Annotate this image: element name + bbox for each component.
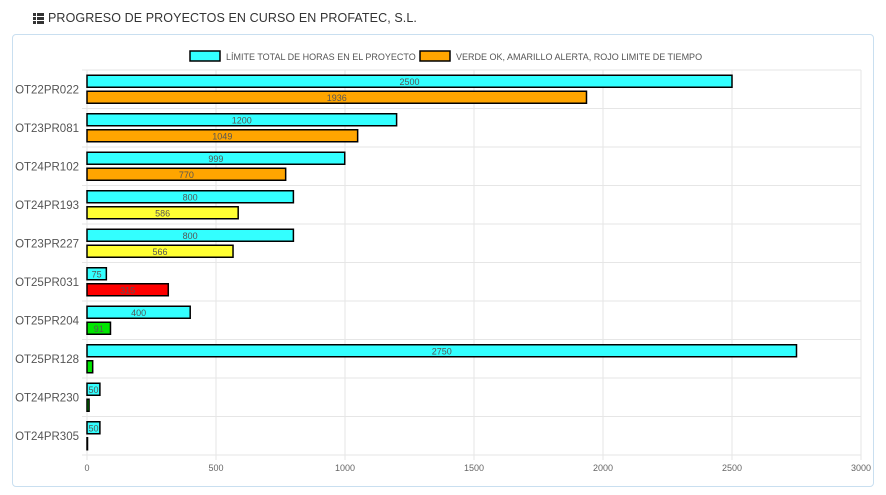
- x-tick-label: 500: [208, 463, 223, 473]
- bar-value-label: 2500: [399, 77, 419, 87]
- bar-value-label: 770: [179, 170, 194, 180]
- y-tick-label: OT23PR081: [15, 123, 79, 135]
- x-tick-label: 2500: [722, 463, 742, 473]
- y-tick-label: OT23PR227: [15, 238, 79, 250]
- bar-value-label: 999: [208, 154, 223, 164]
- y-tick-label: OT22PR022: [15, 84, 79, 96]
- legend-label-2[interactable]: VERDE OK, AMARILLO ALERTA, ROJO LIMITE D…: [456, 52, 702, 62]
- x-tick-label: 0: [84, 463, 89, 473]
- bar-value-label: 75: [92, 269, 102, 279]
- bar-ot25pr128-series-1[interactable]: [86, 344, 798, 358]
- y-tick-label: OT25PR128: [15, 354, 79, 366]
- bar-ot25pr128-series-2[interactable]: [86, 360, 94, 374]
- bar-value-label: 1936: [327, 93, 347, 103]
- bar-value-label: 91: [94, 324, 104, 334]
- bar-ot23pr227-series-1[interactable]: [86, 228, 295, 242]
- bar-value-label: 1049: [212, 131, 232, 141]
- y-tick-label: OT25PR031: [15, 277, 79, 289]
- chart-panel: LÍMITE TOTAL DE HORAS EN EL PROYECTO VERD…: [12, 34, 874, 487]
- bar-ot24pr193-series-1[interactable]: [86, 190, 295, 204]
- bar-value-label: 566: [152, 247, 167, 257]
- bar-ot25pr204-series-1[interactable]: [86, 305, 191, 319]
- bar-value-label: 400: [131, 308, 146, 318]
- bar-ot24pr102-series-2[interactable]: [86, 167, 287, 181]
- y-axis-labels: OT22PR022 OT23PR081 OT24PR102 OT24PR193 OT23…: [15, 84, 80, 443]
- y-tick-label: OT25PR204: [15, 315, 80, 327]
- bar-ot24pr305-series-2[interactable]: [86, 437, 89, 451]
- bar-value-label: 1200: [232, 115, 252, 125]
- bar-ot24pr230-series-2[interactable]: [86, 398, 90, 412]
- bar-ot22pr022-series-2[interactable]: [86, 90, 588, 104]
- bar-ot25pr031-series-2[interactable]: [86, 283, 170, 297]
- bar-ot24pr230-series-1[interactable]: [86, 382, 101, 396]
- bar-value-label: 50: [88, 423, 98, 433]
- chart-legend: LÍMITE TOTAL DE HORAS EN EL PROYECTO VERD…: [189, 50, 702, 62]
- bar-ot24pr193-series-2[interactable]: [86, 206, 239, 220]
- bar-ot25pr204-series-2[interactable]: [86, 321, 112, 335]
- x-tick-label: 2000: [593, 463, 613, 473]
- legend-swatch-1[interactable]: [189, 50, 221, 62]
- legend-swatch-2[interactable]: [419, 50, 451, 62]
- bar-ot24pr305-series-1[interactable]: [86, 421, 101, 435]
- bar-ot24pr102-series-1[interactable]: [86, 151, 346, 165]
- list-icon: [33, 12, 44, 24]
- bar-ot23pr081-series-2[interactable]: [86, 129, 359, 143]
- legend-label-1[interactable]: LÍMITE TOTAL DE HORAS EN EL PROYECTO: [226, 52, 416, 62]
- x-tick-label: 3000: [851, 463, 871, 473]
- bar-ot25pr031-series-1[interactable]: [86, 267, 108, 281]
- bar-value-label: 800: [183, 192, 198, 202]
- x-tick-label: 1500: [464, 463, 484, 473]
- bar-value-label: 50: [88, 385, 98, 395]
- x-tick-label: 1000: [335, 463, 355, 473]
- bar-ot23pr081-series-1[interactable]: [86, 113, 398, 127]
- y-tick-label: OT24PR193: [15, 200, 79, 212]
- y-tick-label: OT24PR230: [15, 392, 79, 404]
- bar-ot22pr022-series-1[interactable]: [86, 74, 733, 88]
- bar-value-label: 800: [183, 231, 198, 241]
- page-title: PROGRESO DE PROYECTOS EN CURSO EN PROFAT…: [48, 11, 417, 25]
- bar-value-label: 586: [155, 208, 170, 218]
- bar-value-label: 315: [120, 285, 135, 295]
- bar-chart: LÍMITE TOTAL DE HORAS EN EL PROYECTO VERD…: [15, 50, 871, 473]
- y-tick-label: OT24PR305: [15, 431, 79, 443]
- page-header: PROGRESO DE PROYECTOS EN CURSO EN PROFAT…: [33, 8, 417, 28]
- chart-grid: [82, 69, 862, 460]
- bar-value-label: 2750: [432, 346, 452, 356]
- y-tick-label: OT24PR102: [15, 161, 79, 173]
- bar-ot23pr227-series-2[interactable]: [86, 244, 234, 258]
- x-axis-labels: 0 500 1000 1500 2000 2500 3000: [84, 463, 871, 473]
